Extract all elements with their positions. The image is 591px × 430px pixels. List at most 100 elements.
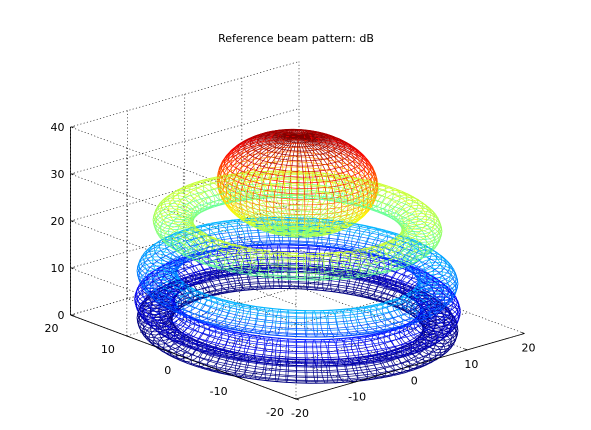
- mesh-segment: [221, 335, 222, 340]
- mesh-segment: [170, 259, 171, 263]
- mesh-segment: [252, 353, 263, 355]
- mesh-segment: [184, 192, 185, 197]
- mesh-segment: [173, 229, 181, 230]
- mesh-segment: [211, 356, 214, 360]
- mesh-segment: [242, 281, 243, 285]
- mesh-segment: [225, 260, 233, 262]
- mesh-segment: [226, 322, 227, 326]
- mesh-segment: [226, 317, 227, 322]
- mesh-segment: [252, 371, 263, 373]
- mesh-segment: [226, 364, 227, 368]
- mesh-segment: [244, 354, 245, 358]
- chart-title: Reference beam pattern: dB: [218, 32, 374, 45]
- mesh-segment: [254, 145, 260, 146]
- mesh-segment: [215, 315, 224, 318]
- mesh-segment: [138, 297, 142, 301]
- mesh-segment: [252, 234, 253, 239]
- mesh-segment: [169, 232, 170, 236]
- mesh-segment: [161, 207, 162, 211]
- mesh-segment: [221, 284, 233, 286]
- mesh-segment: [186, 209, 187, 212]
- mesh-segment: [153, 256, 154, 260]
- mesh-segment: [196, 226, 200, 227]
- mesh-segment: [165, 209, 173, 210]
- mesh-segment: [149, 260, 157, 261]
- mesh-segment: [253, 169, 259, 170]
- mesh-segment: [246, 236, 259, 237]
- mesh-segment: [256, 175, 258, 181]
- mesh-segment: [241, 267, 242, 271]
- mesh-segment: [170, 243, 177, 244]
- mesh-segment: [256, 192, 261, 193]
- mesh-segment: [205, 354, 208, 358]
- mesh-segment: [214, 309, 217, 314]
- mesh-segment: [235, 338, 245, 340]
- mesh-segment: [253, 366, 263, 368]
- mesh-segment: [245, 325, 246, 329]
- mesh-segment: [245, 279, 255, 280]
- mesh-segment: [236, 315, 246, 317]
- mesh-segment: [228, 283, 229, 287]
- mesh-segment: [247, 243, 257, 244]
- mesh-segment: [242, 325, 255, 327]
- mesh-segment: [259, 233, 260, 238]
- mesh-segment: [145, 258, 146, 262]
- mesh-segment: [247, 238, 257, 239]
- mesh-segment: [209, 287, 210, 291]
- mesh-segment: [151, 328, 152, 332]
- mesh-segment: [149, 314, 156, 315]
- mesh-segment: [257, 342, 258, 347]
- mesh-segment: [246, 282, 259, 283]
- mesh-segment: [253, 208, 254, 213]
- mesh-segment: [162, 283, 163, 287]
- mesh-segment: [257, 338, 258, 342]
- mesh-segment: [253, 371, 255, 375]
- mesh-segment: [235, 286, 236, 290]
- mesh-segment: [209, 226, 210, 230]
- mesh-segment: [237, 309, 246, 311]
- mesh-segment: [218, 224, 219, 228]
- mesh-segment: [223, 185, 224, 190]
- mesh-segment: [253, 324, 264, 326]
- mesh-segment: [242, 340, 243, 345]
- mesh-segment: [240, 159, 245, 164]
- mesh-segment: [233, 362, 243, 364]
- mesh-segment: [234, 228, 244, 229]
- mesh-segment: [252, 159, 258, 160]
- mesh-segment: [162, 272, 169, 273]
- mesh-segment: [174, 203, 182, 205]
- mesh-segment: [235, 280, 245, 281]
- mesh-segment: [207, 178, 211, 179]
- mesh-segment: [180, 270, 185, 273]
- mesh-segment: [184, 323, 189, 326]
- mesh-segment: [247, 152, 248, 157]
- mesh-segment: [249, 178, 261, 179]
- mesh-segment: [149, 334, 150, 338]
- mesh-segment: [245, 284, 255, 285]
- mesh-segment: [196, 274, 200, 275]
- mesh-segment: [242, 367, 255, 369]
- mesh-segment: [254, 150, 255, 155]
- mesh-segment: [258, 281, 259, 285]
- mesh-segment: [255, 159, 259, 164]
- mesh-segment: [191, 355, 192, 359]
- mesh-segment: [206, 200, 207, 205]
- mesh-segment: [242, 372, 255, 374]
- mesh-segment: [258, 261, 259, 266]
- mesh-segment: [253, 252, 264, 254]
- mesh-segment: [196, 194, 201, 197]
- mesh-segment: [226, 336, 235, 338]
- mesh-segment: [230, 283, 233, 287]
- mesh-segment: [235, 334, 236, 338]
- mesh-segment: [226, 286, 235, 288]
- mesh-segment: [243, 311, 244, 316]
- mesh-segment: [258, 187, 259, 192]
- mesh-segment: [256, 165, 259, 170]
- mesh-segment: [217, 252, 218, 256]
- mesh-segment: [259, 238, 260, 242]
- mesh-segment: [244, 227, 254, 228]
- mesh-segment: [214, 196, 215, 201]
- mesh-segment: [238, 239, 247, 240]
- mesh-segment: [212, 337, 215, 342]
